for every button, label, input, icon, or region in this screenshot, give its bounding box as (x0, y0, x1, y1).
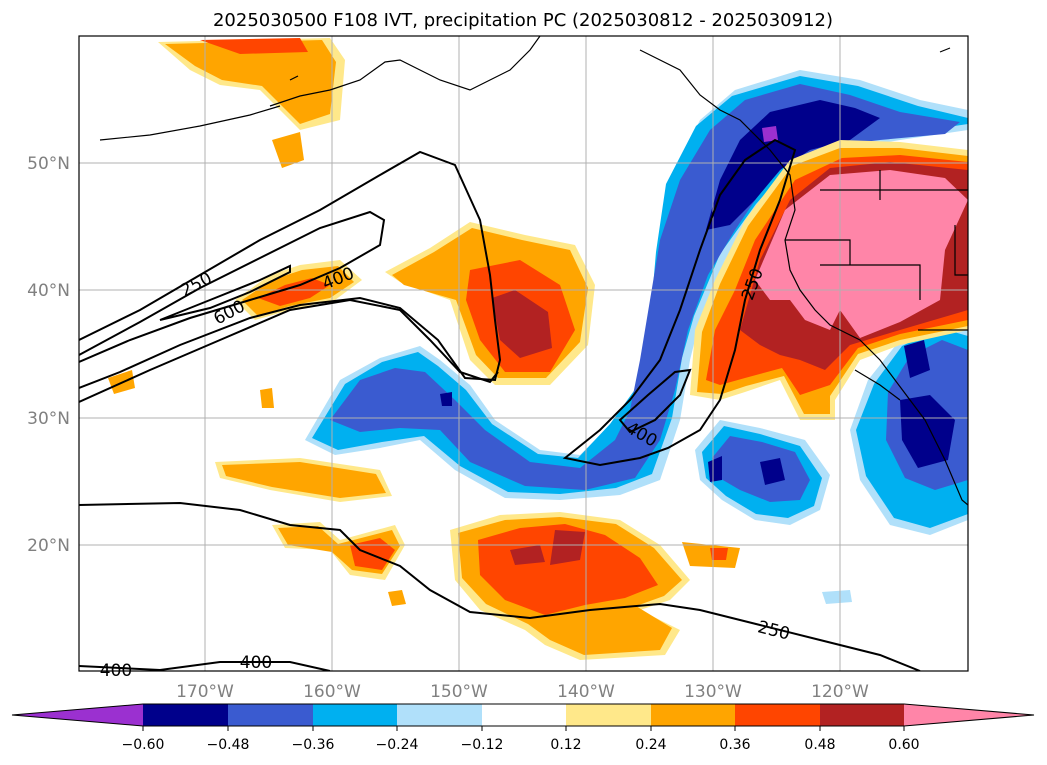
ivt-contour (79, 298, 499, 403)
ivt-contour (79, 501, 921, 671)
colorbar-label: −0.24 (376, 737, 419, 753)
ivt-contour (79, 150, 502, 389)
colorbar-segment (651, 704, 735, 726)
pc-negative-band (900, 395, 955, 468)
latitude-labels: 20°N 30°N 40°N 50°N (27, 154, 70, 556)
pc-negative-band (706, 100, 880, 230)
ivt-contour (159, 264, 291, 321)
longitude-labels: 170°W 160°W 150°W 140°W 130°W 120°W (176, 682, 869, 702)
ivt-contour (79, 210, 386, 363)
map-panel: 250 600 400 250 400 250 400 400 (78, 35, 969, 681)
pc-positive-patch (222, 462, 386, 498)
colorbar-ticks (142, 726, 905, 731)
colorbar-segment (820, 704, 904, 726)
pc-negative-band (330, 84, 960, 490)
ivt-contour (618, 368, 692, 434)
pc-positive-patch (492, 290, 552, 358)
pc-negative-band (904, 340, 930, 378)
lat-label: 50°N (27, 154, 70, 174)
lon-label: 150°W (430, 682, 488, 702)
pc-positive-patch (510, 545, 545, 565)
lon-label: 140°W (557, 682, 615, 702)
colorbar-segment (228, 704, 313, 726)
pc-positive-patch (260, 388, 274, 408)
colorbar-segment (904, 704, 1034, 726)
pc-negative-band (762, 126, 778, 142)
colorbar-label: 0.48 (804, 737, 835, 753)
pc-positive-patch (710, 548, 728, 560)
colorbar-label: −0.36 (292, 737, 335, 753)
pc-positive-patch (388, 590, 406, 606)
map-gridlines (79, 36, 968, 671)
colorbar-label: 0.36 (719, 737, 750, 753)
pc-west-coast-positive (755, 170, 968, 338)
colorbar-segment (482, 704, 566, 726)
pc-positive-patch (478, 524, 658, 615)
ivt-contour (562, 138, 797, 467)
contour-label: 400 (240, 653, 272, 673)
pc-positive-patch (550, 530, 585, 565)
pc-negative-band (760, 458, 785, 485)
lat-label: 20°N (27, 536, 70, 556)
colorbar-label: 0.24 (635, 737, 666, 753)
lon-label: 120°W (811, 682, 869, 702)
map-frame (78, 35, 969, 672)
colorbar-label: −0.12 (461, 737, 504, 753)
pc-negative-band (712, 436, 810, 502)
colorbar: −0.60 −0.48 −0.36 −0.24 −0.12 0.12 0.24 … (11, 703, 1035, 753)
lon-label: 170°W (176, 682, 234, 702)
pc-positive-patch (272, 132, 304, 168)
coastlines (99, 36, 968, 506)
pc-negative-band (305, 70, 968, 500)
colorbar-label: −0.48 (207, 737, 250, 753)
lat-label: 30°N (27, 409, 70, 429)
colorbar-segment (566, 704, 651, 726)
colorbar-label: 0.12 (550, 737, 581, 753)
lon-label: 160°W (303, 682, 361, 702)
lon-label: 130°W (684, 682, 742, 702)
colorbar-labels: −0.60 −0.48 −0.36 −0.24 −0.12 0.12 0.24 … (122, 737, 920, 753)
figure-title: 2025030500 F108 IVT, precipitation PC (2… (213, 10, 833, 31)
pc-negative-band (822, 590, 852, 604)
colorbar-segment (143, 704, 228, 726)
pc-positive-patch (258, 278, 330, 306)
pc-positive-patch (165, 40, 336, 124)
precipitation-pc-fill (108, 38, 968, 660)
ivt-contour (79, 661, 331, 671)
colorbar-segment (397, 704, 482, 726)
pc-negative-band (708, 456, 722, 482)
colorbar-segment (735, 704, 820, 726)
ivt-contours (79, 138, 921, 671)
colorbar-label: 0.60 (888, 737, 919, 753)
pc-positive-patch (200, 38, 308, 54)
colorbar-segment (12, 704, 143, 726)
lat-label: 40°N (27, 281, 70, 301)
colorbar-label: −0.60 (122, 737, 165, 753)
pc-negative-band (440, 392, 452, 406)
colorbar-segment (313, 704, 397, 726)
